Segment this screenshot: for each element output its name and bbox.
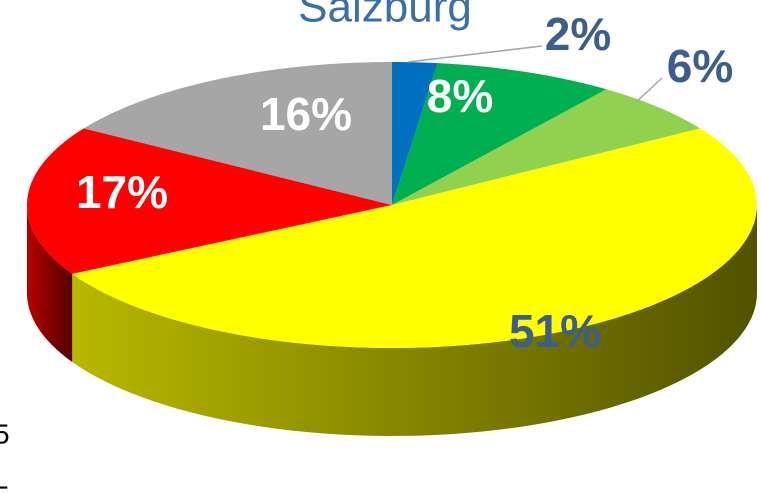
pie-slice bbox=[27, 128, 392, 274]
leader-line bbox=[407, 45, 543, 63]
chart-title: Salzburg bbox=[298, 0, 472, 32]
data-label: 8% bbox=[427, 70, 493, 122]
pie-side-shade bbox=[72, 205, 757, 436]
pie-slice bbox=[392, 62, 438, 205]
data-label: 2% bbox=[545, 8, 611, 60]
pie-slice bbox=[72, 128, 757, 348]
pie-side-shade bbox=[27, 205, 73, 362]
leader-line bbox=[635, 77, 663, 103]
data-label: 6% bbox=[667, 40, 733, 92]
data-label: 16% bbox=[260, 88, 352, 140]
side-text: 5 bbox=[0, 418, 10, 449]
data-label: 17% bbox=[76, 166, 168, 218]
pie bbox=[27, 62, 757, 436]
pie-slice bbox=[83, 62, 392, 205]
data-label: 51% bbox=[509, 305, 601, 357]
side-text: 5 bbox=[0, 480, 10, 493]
pie-slice bbox=[392, 63, 607, 206]
labels: 2% 8% 6% 51% 17% 16% bbox=[76, 8, 733, 357]
pie-slice bbox=[392, 89, 701, 205]
